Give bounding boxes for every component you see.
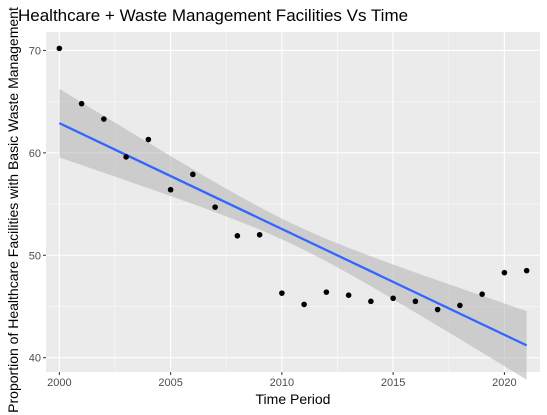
data-point <box>523 267 530 274</box>
regression-line <box>58 122 528 347</box>
data-point <box>123 154 129 160</box>
data-point <box>457 302 463 309</box>
y-tick-label: 50 <box>29 250 41 262</box>
data-point <box>78 100 85 107</box>
x-tick-label: 2010 <box>270 377 294 389</box>
data-points <box>56 45 530 313</box>
data-point <box>56 45 63 52</box>
x-tick-label: 2000 <box>47 377 71 389</box>
data-point <box>368 298 374 305</box>
data-point <box>256 231 263 238</box>
data-point <box>412 298 419 305</box>
data-point <box>167 186 174 193</box>
chart-title: Healthcare + Waste Management Facilities… <box>18 6 408 25</box>
plot-panel <box>46 32 540 380</box>
data-point <box>323 289 330 295</box>
data-point <box>101 116 107 122</box>
y-axis-title: Proportion of Healthcare Facilities with… <box>5 7 21 413</box>
x-axis-ticks: 2000 2005 2010 2015 2020 <box>47 372 517 389</box>
x-tick-label: 2020 <box>492 377 516 389</box>
x-axis-title: Time Period <box>256 391 331 407</box>
data-point <box>501 269 508 276</box>
data-point <box>390 295 396 302</box>
data-point <box>301 301 307 308</box>
data-point <box>279 290 285 296</box>
data-point <box>190 171 196 178</box>
x-tick-label: 2015 <box>381 377 405 389</box>
data-point <box>212 204 218 210</box>
data-point <box>345 292 352 298</box>
data-point <box>434 306 441 313</box>
y-tick-label: 60 <box>29 148 41 160</box>
x-tick-label: 2005 <box>158 377 182 389</box>
y-tick-label: 70 <box>29 45 41 57</box>
data-point <box>479 291 485 297</box>
data-point <box>234 232 241 239</box>
y-tick-label: 40 <box>29 353 41 365</box>
y-axis-ticks: 40 50 60 70 <box>29 45 46 365</box>
data-point <box>145 136 152 143</box>
